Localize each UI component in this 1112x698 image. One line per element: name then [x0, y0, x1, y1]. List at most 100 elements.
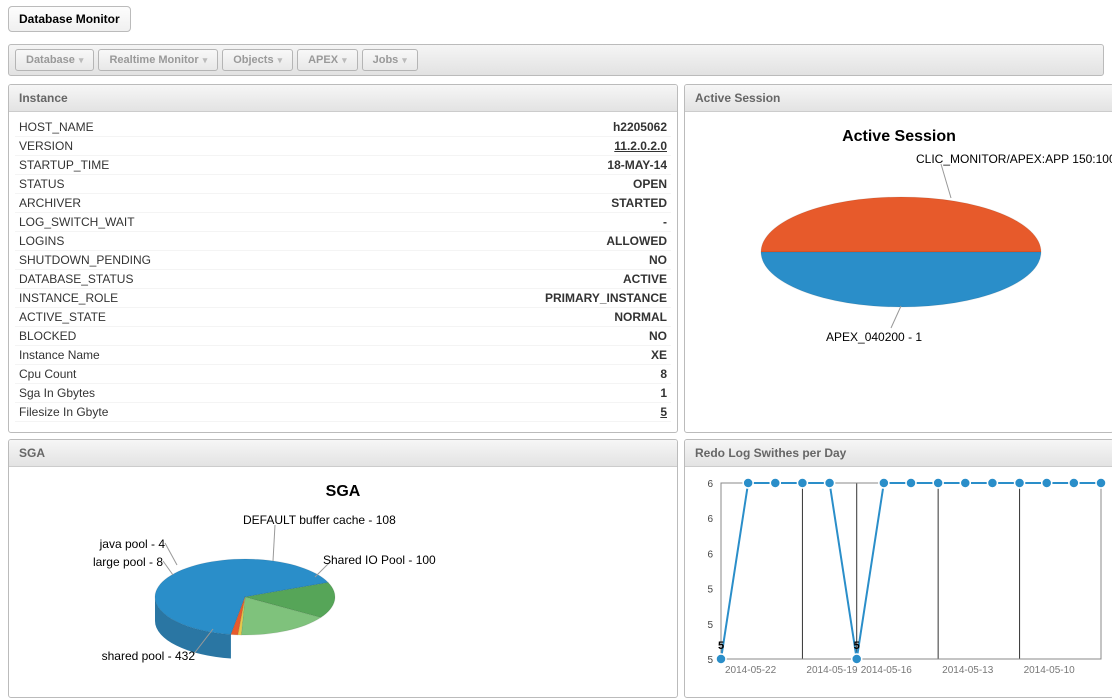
- instance-row: INSTANCE_ROLE PRIMARY_INSTANCE: [15, 289, 671, 308]
- instance-key: LOG_SWITCH_WAIT: [19, 215, 135, 229]
- instance-row: HOST_NAMEh2205062: [15, 118, 671, 137]
- database-monitor-button[interactable]: Database Monitor: [8, 6, 131, 32]
- redo-log-chart: 5556665666656666666662014-05-222014-05-1…: [691, 473, 1107, 683]
- instance-row: STATUS OPEN: [15, 175, 671, 194]
- svg-text:6: 6: [827, 473, 833, 476]
- instance-value: STARTED: [611, 196, 667, 210]
- svg-text:2014-05-19: 2014-05-19: [806, 665, 858, 676]
- instance-row: LOG_SWITCH_WAIT -: [15, 213, 671, 232]
- instance-value: 18-MAY-14: [607, 158, 667, 172]
- svg-text:5: 5: [707, 585, 713, 596]
- redo-log-panel-title: Redo Log Swithes per Day: [685, 440, 1112, 467]
- line-point: [1042, 478, 1052, 488]
- svg-text:6: 6: [908, 473, 914, 476]
- chevron-down-icon: ▾: [203, 55, 208, 65]
- pie-slice: [761, 197, 1041, 252]
- pie-slice-label: shared pool - 432: [102, 649, 195, 663]
- active-session-chart: CLIC_MONITOR/APEX:APP 150:1001 -APEX_040…: [691, 152, 1107, 372]
- instance-value: NO: [649, 329, 667, 343]
- instance-row: Sga In Gbytes1: [15, 384, 671, 403]
- instance-key: Filesize In Gbyte: [19, 405, 108, 419]
- instance-row: ARCHIVER STARTED: [15, 194, 671, 213]
- instance-key: INSTANCE_ROLE: [19, 291, 118, 305]
- line-point: [770, 478, 780, 488]
- instance-key: ARCHIVER: [19, 196, 81, 210]
- instance-row: Filesize In Gbyte 5: [15, 403, 671, 422]
- instance-row: DATABASE_STATUSACTIVE: [15, 270, 671, 289]
- chevron-down-icon: ▾: [402, 55, 407, 65]
- svg-text:6: 6: [707, 479, 713, 490]
- instance-key: LOGINS: [19, 234, 64, 248]
- sga-panel-title: SGA: [9, 440, 677, 467]
- instance-row: Cpu Count 8: [15, 365, 671, 384]
- line-point: [933, 478, 943, 488]
- svg-text:6: 6: [1044, 473, 1050, 476]
- instance-value: XE: [651, 348, 667, 362]
- instance-row: VERSION 11.2.0.2.0: [15, 137, 671, 156]
- instance-row: SHUTDOWN_PENDING NO: [15, 251, 671, 270]
- pie-slice-label: DEFAULT buffer cache - 108: [243, 513, 396, 527]
- main-menubar: Database▾Realtime Monitor▾Objects▾APEX▾J…: [8, 44, 1104, 76]
- instance-key: STARTUP_TIME: [19, 158, 109, 172]
- sga-chart: DEFAULT buffer cache - 108 Shared IO Pool…: [15, 507, 671, 687]
- menu-item-jobs[interactable]: Jobs▾: [362, 49, 418, 71]
- instance-value: 1: [660, 386, 667, 400]
- line-point: [906, 478, 916, 488]
- svg-text:6: 6: [707, 549, 713, 560]
- instance-value[interactable]: 5: [660, 405, 667, 419]
- menu-item-realtime-monitor[interactable]: Realtime Monitor▾: [98, 49, 218, 71]
- sga-panel: SGA SGA DEFAULT buffer cache - 108 Shared…: [8, 439, 678, 698]
- svg-text:6: 6: [799, 473, 805, 476]
- menu-item-database[interactable]: Database▾: [15, 49, 94, 71]
- menu-item-objects[interactable]: Objects▾: [222, 49, 293, 71]
- svg-text:6: 6: [1017, 473, 1023, 476]
- svg-text:2014-05-16: 2014-05-16: [861, 665, 913, 676]
- pie-slice-label: Shared IO Pool - 100: [323, 553, 436, 567]
- svg-text:5: 5: [718, 640, 724, 652]
- svg-text:5: 5: [707, 655, 713, 666]
- line-point: [743, 478, 753, 488]
- instance-value: NO: [649, 253, 667, 267]
- line-point: [960, 478, 970, 488]
- line-point: [1096, 478, 1106, 488]
- instance-value: PRIMARY_INSTANCE: [545, 291, 667, 305]
- svg-text:6: 6: [989, 473, 995, 476]
- chevron-down-icon: ▾: [79, 55, 84, 65]
- instance-value: ALLOWED: [606, 234, 667, 248]
- instance-panel-title: Instance: [9, 85, 677, 112]
- pie-slice-label: large pool - 8: [93, 555, 163, 569]
- sga-chart-title: SGA: [15, 483, 671, 501]
- instance-row: BLOCKED NO: [15, 327, 671, 346]
- instance-key: VERSION: [19, 139, 73, 153]
- instance-key: SHUTDOWN_PENDING: [19, 253, 151, 267]
- instance-key: DATABASE_STATUS: [19, 272, 133, 286]
- instance-key: STATUS: [19, 177, 65, 191]
- svg-text:6: 6: [707, 514, 713, 525]
- instance-value: 8: [660, 367, 667, 381]
- svg-text:6: 6: [745, 473, 751, 476]
- active-session-chart-title: Active Session: [691, 128, 1107, 146]
- line-point: [987, 478, 997, 488]
- svg-text:6: 6: [962, 473, 968, 476]
- pie-slice: [761, 252, 1041, 307]
- svg-text:6: 6: [772, 473, 778, 476]
- pie-slice-label: APEX_040200 - 1: [826, 330, 922, 344]
- instance-panel: Instance HOST_NAMEh2205062 VERSION 11.2.0.…: [8, 84, 678, 433]
- instance-value: -: [663, 215, 667, 229]
- instance-value: NORMAL: [614, 310, 667, 324]
- active-session-panel-title: Active Session: [685, 85, 1112, 112]
- menu-item-apex[interactable]: APEX▾: [297, 49, 358, 71]
- instance-row: LOGINS ALLOWED: [15, 232, 671, 251]
- instance-key: Instance Name: [19, 348, 100, 362]
- instance-key: Cpu Count: [19, 367, 76, 381]
- line-point: [797, 478, 807, 488]
- instance-row: Instance Name XE: [15, 346, 671, 365]
- instance-value[interactable]: 11.2.0.2.0: [614, 139, 667, 153]
- active-session-panel: Active Session Active Session CLIC_MONIT…: [684, 84, 1112, 433]
- instance-value: OPEN: [633, 177, 667, 191]
- chevron-down-icon: ▾: [342, 55, 347, 65]
- instance-row: STARTUP_TIME 18-MAY-14: [15, 156, 671, 175]
- instance-key: BLOCKED: [19, 329, 76, 343]
- pie-slice-label: CLIC_MONITOR/APEX:APP 150:1001 -: [916, 152, 1112, 166]
- svg-text:6: 6: [1071, 473, 1077, 476]
